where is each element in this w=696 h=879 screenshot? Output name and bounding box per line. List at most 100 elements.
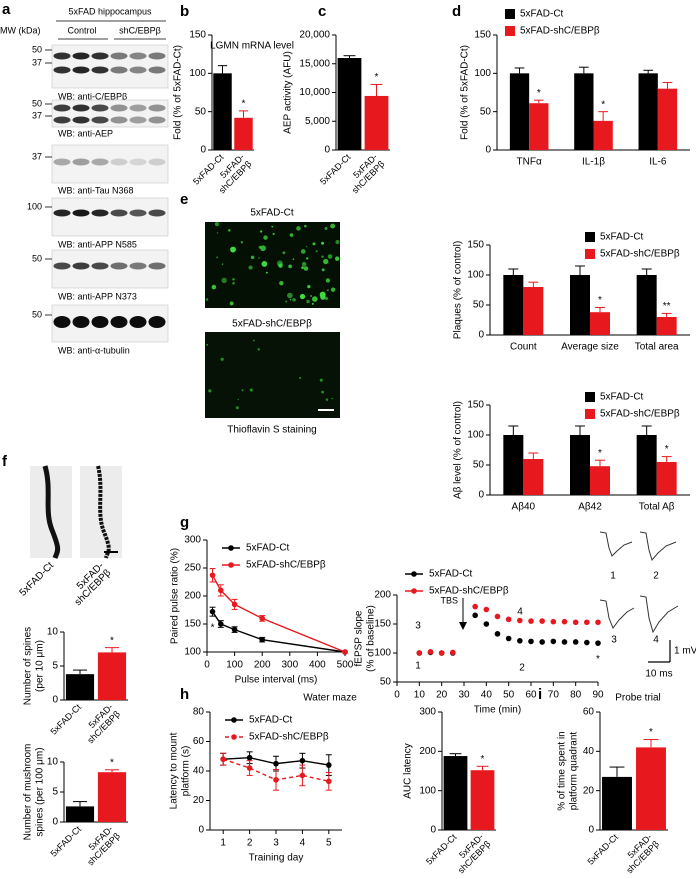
point — [326, 778, 332, 785]
x-tick-label: 40 — [481, 690, 493, 701]
legend-label: 5xFAD-shC/EBPβ — [600, 249, 680, 260]
plaque-dot — [249, 388, 253, 392]
plaque-dot — [312, 296, 318, 302]
blot-band — [148, 209, 166, 217]
y-tick-label: 0 — [478, 330, 484, 341]
x-tick-label: 50 — [503, 690, 515, 701]
significance: * — [375, 72, 379, 83]
blot-band — [148, 52, 166, 60]
significance: * — [598, 295, 602, 306]
plaque-dot — [326, 289, 329, 292]
y-tick-label: 150 — [474, 30, 491, 41]
y-axis-label: AEP activity (AFU) — [283, 51, 294, 134]
mw-marker: 100 — [27, 201, 42, 211]
y-tick-label: 100 — [184, 647, 201, 658]
significance: * — [601, 99, 605, 110]
plaque-dot — [324, 227, 328, 230]
panel-label: i — [538, 686, 542, 703]
bar — [656, 462, 677, 495]
blot-band — [129, 262, 147, 270]
plaque-dot — [221, 263, 224, 265]
blot-band — [72, 66, 90, 74]
x-tick-label: 300 — [281, 660, 298, 671]
y-tick-label: 100 — [474, 68, 491, 79]
point — [550, 618, 557, 625]
y-tick-label: 200 — [184, 591, 201, 602]
plaque-dot — [232, 281, 235, 285]
plaque-dot — [252, 339, 255, 342]
annotation: TBS — [440, 595, 458, 605]
x-tick-label: 20 — [436, 690, 448, 701]
bar — [443, 756, 468, 830]
bar — [503, 435, 524, 495]
point — [342, 649, 348, 655]
y-tick-label: 0 — [52, 817, 58, 828]
y-axis-label: fEPSP slope — [354, 610, 365, 666]
trace-label: 1 — [610, 571, 616, 582]
plaque-dot — [206, 343, 209, 346]
y-tick-label: 15,000 — [299, 58, 330, 69]
plaque-dot — [260, 230, 263, 233]
plaque-dot — [325, 278, 331, 283]
plaque-dot — [211, 284, 217, 290]
annotation: 1 — [415, 661, 421, 672]
blot-band — [110, 209, 128, 217]
panel-label: h — [180, 686, 189, 703]
plaque-dot — [271, 225, 274, 228]
y-tick-label: 80 — [193, 707, 205, 718]
plaque-dot — [321, 241, 325, 245]
legend-label: 5xFAD-shC/EBPβ — [600, 409, 680, 420]
legend-swatch — [411, 588, 417, 594]
plaque-dot — [321, 255, 324, 258]
plaque-dot — [300, 249, 306, 254]
x-tick-label: Aβ42 — [578, 502, 602, 513]
bar — [364, 95, 389, 150]
point — [539, 639, 545, 645]
point — [584, 619, 590, 626]
x-tick-label: 30 — [458, 690, 470, 701]
plaque-dot — [315, 250, 318, 253]
blot-band — [110, 52, 128, 60]
y-axis-label: spines (per 100 μm) — [35, 747, 46, 836]
point — [259, 615, 266, 622]
legend-swatch — [231, 717, 237, 723]
bar — [574, 73, 594, 150]
significance: * — [110, 635, 114, 646]
blot-band — [72, 52, 90, 60]
point — [299, 757, 306, 764]
plaque-dot — [323, 258, 329, 265]
legend-label: 5xFAD-shC/EBPβ — [520, 26, 600, 37]
y-axis-label: Number of mushroom — [23, 744, 34, 841]
blot-band — [72, 209, 90, 217]
plaque-dot — [311, 302, 314, 305]
blot-band — [129, 66, 147, 74]
plaque-dot — [261, 261, 268, 267]
x-tick-label: Aβ40 — [512, 502, 536, 513]
plaque-dot — [303, 266, 309, 271]
point — [450, 649, 456, 656]
mw-marker: 37 — [32, 151, 42, 161]
plaque-dot — [288, 264, 292, 269]
bar — [656, 317, 677, 335]
y-tick-label: 0 — [200, 145, 206, 156]
image-caption: Thioflavin S staining — [227, 425, 317, 436]
y-tick-label: 10,000 — [299, 87, 330, 98]
plaque-dot — [287, 292, 293, 299]
y-tick-label: 150 — [467, 240, 484, 251]
plaque-dot — [296, 226, 301, 231]
blot-image — [51, 144, 169, 184]
x-tick-label: 1 — [220, 838, 226, 849]
panel-label: g — [180, 514, 189, 531]
dendrite — [42, 465, 61, 559]
x-tick-label: 4 — [300, 838, 306, 849]
plaque-dot — [319, 378, 323, 382]
blot-band — [72, 104, 90, 112]
plaque-dot — [240, 241, 243, 244]
significance: * — [598, 448, 602, 459]
y-tick-label: 0 — [430, 825, 436, 836]
y-tick-label: 100 — [419, 785, 436, 796]
legend-swatch — [228, 562, 234, 568]
point — [517, 638, 523, 644]
blot-band — [110, 66, 128, 74]
point — [494, 631, 501, 637]
